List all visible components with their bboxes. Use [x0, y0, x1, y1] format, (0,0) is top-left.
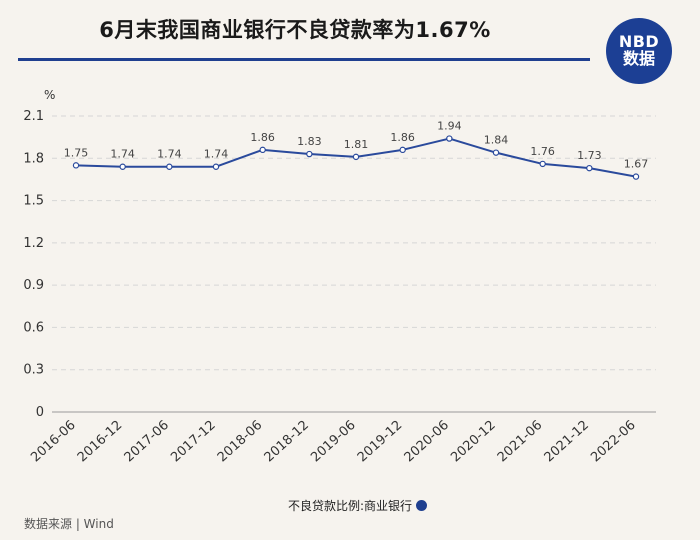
y-tick-label: 0 — [36, 405, 44, 420]
data-label: 1.84 — [484, 134, 509, 147]
x-tick-label: 2020-12 — [448, 418, 498, 465]
data-label: 1.83 — [297, 135, 322, 148]
data-point — [492, 149, 500, 156]
logo-text-nbd: NBD — [618, 32, 660, 52]
data-label: 1.81 — [344, 138, 369, 151]
y-tick-label: 1.8 — [23, 151, 44, 166]
x-tick-label: 2019-12 — [355, 418, 405, 465]
data-point — [399, 146, 406, 154]
data-label: 1.86 — [250, 131, 275, 144]
data-label: 1.73 — [577, 149, 602, 162]
x-tick-label: 2018-06 — [215, 418, 265, 465]
data-source: 数据来源 | Wind — [24, 517, 114, 531]
data-label: 1.86 — [390, 131, 415, 144]
x-tick-label: 2020-06 — [402, 418, 452, 465]
data-point — [306, 150, 313, 158]
x-tick-label: 2021-12 — [542, 418, 592, 465]
data-point — [119, 163, 126, 170]
x-tick-label: 2021-06 — [495, 418, 545, 465]
title-underline — [18, 58, 590, 61]
y-tick-label: 0.3 — [23, 363, 44, 378]
y-tick-label: 0.6 — [23, 320, 44, 335]
x-tick-label: 2017-12 — [168, 418, 218, 465]
x-tick-label: 2016-12 — [75, 418, 125, 465]
data-point — [539, 160, 546, 168]
logo-text-data: 数据 — [622, 49, 655, 68]
y-axis-unit-label: % — [44, 88, 56, 102]
data-point — [352, 153, 360, 161]
data-point — [586, 164, 593, 172]
nbd-logo: NBD 数据 — [606, 18, 672, 84]
legend-marker — [416, 500, 428, 511]
data-point — [212, 163, 220, 170]
data-label: 1.74 — [110, 148, 135, 161]
legend: 不良贷款比例:商业银行 — [288, 497, 428, 514]
y-tick-label: 1.2 — [23, 236, 44, 251]
y-tick-label: 0.9 — [23, 278, 44, 293]
data-point — [632, 173, 640, 180]
data-label: 1.67 — [624, 158, 649, 171]
x-tick-label: 2017-06 — [122, 418, 172, 465]
chart-title: 6月末我国商业银行不良贷款率为1.67% — [99, 18, 491, 42]
x-tick-label: 2019-06 — [308, 418, 358, 465]
data-point — [166, 163, 173, 170]
y-tick-label: 2.1 — [23, 109, 44, 124]
data-point — [259, 146, 266, 154]
data-point — [72, 162, 80, 169]
data-label: 1.74 — [204, 148, 229, 161]
data-label: 1.76 — [530, 145, 555, 158]
data-label: 1.74 — [157, 148, 182, 161]
data-label: 1.75 — [64, 146, 89, 159]
legend-label: 不良贷款比例:商业银行 — [288, 499, 413, 513]
x-tick-label: 2018-12 — [262, 418, 312, 465]
y-tick-label: 1.5 — [23, 194, 44, 209]
data-label: 1.94 — [437, 120, 462, 133]
data-point — [446, 135, 453, 142]
x-tick-label: 2016-06 — [28, 418, 78, 465]
x-tick-label: 2022-06 — [588, 418, 638, 465]
